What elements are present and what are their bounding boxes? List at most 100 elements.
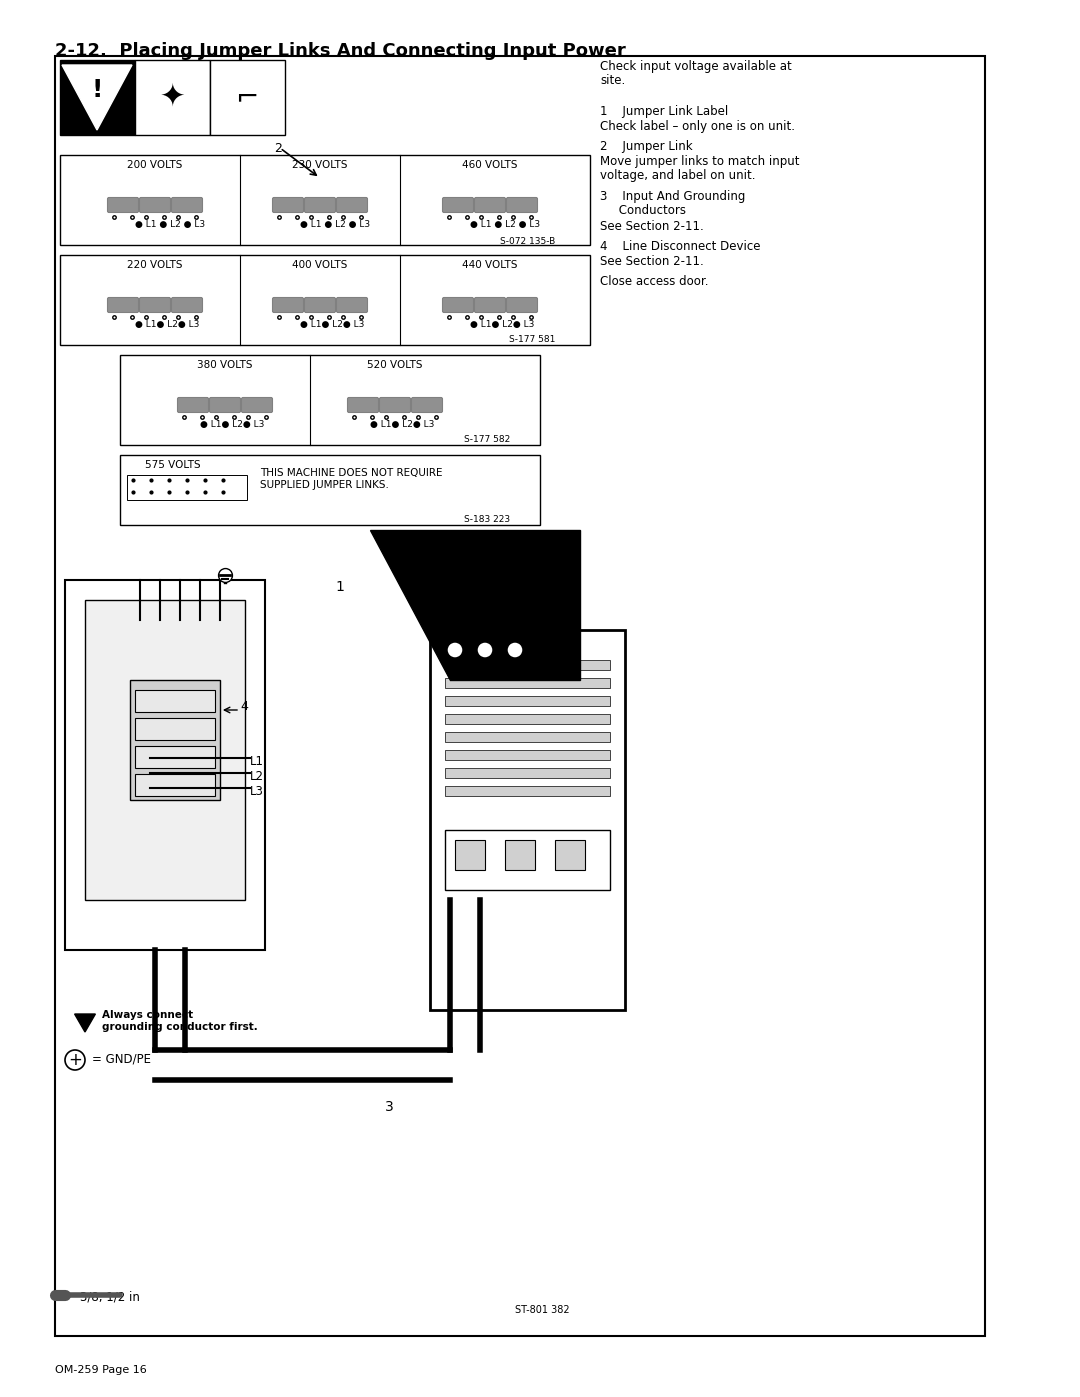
Text: ● L1 ● L2 ● L3: ● L1 ● L2 ● L3 — [135, 219, 205, 229]
Text: 3: 3 — [384, 1099, 394, 1113]
Text: 200 VOLTS: 200 VOLTS — [127, 161, 183, 170]
Text: ● L1● L2● L3: ● L1● L2● L3 — [200, 420, 265, 429]
Text: 1    Jumper Link Label: 1 Jumper Link Label — [600, 105, 728, 117]
FancyBboxPatch shape — [177, 398, 208, 412]
Text: ✦: ✦ — [159, 82, 185, 112]
Bar — [135, 690, 215, 712]
FancyBboxPatch shape — [337, 298, 367, 313]
Bar — [55, 56, 985, 1336]
Text: Move jumper links to match input: Move jumper links to match input — [600, 155, 799, 168]
Text: 3    Input And Grounding: 3 Input And Grounding — [600, 190, 745, 203]
Bar — [127, 475, 247, 500]
Bar — [210, 60, 285, 136]
FancyBboxPatch shape — [507, 197, 538, 212]
FancyBboxPatch shape — [272, 298, 303, 313]
Text: 2: 2 — [274, 142, 282, 155]
FancyBboxPatch shape — [108, 197, 138, 212]
Text: 3/8, 1/2 in: 3/8, 1/2 in — [80, 1289, 140, 1303]
Bar — [120, 355, 540, 446]
FancyBboxPatch shape — [474, 298, 505, 313]
Text: voltage, and label on unit.: voltage, and label on unit. — [600, 169, 756, 182]
Text: 4: 4 — [240, 700, 248, 712]
Text: 220 VOLTS: 220 VOLTS — [127, 260, 183, 270]
Bar — [505, 840, 535, 870]
Bar — [60, 155, 590, 244]
Text: ● L1● L2● L3: ● L1● L2● L3 — [300, 320, 364, 330]
FancyBboxPatch shape — [210, 398, 241, 412]
FancyBboxPatch shape — [305, 197, 336, 212]
FancyBboxPatch shape — [172, 197, 203, 212]
Text: 400 VOLTS: 400 VOLTS — [293, 260, 348, 270]
Bar — [430, 630, 625, 1010]
Circle shape — [447, 643, 463, 658]
Text: ● L1● L2● L3: ● L1● L2● L3 — [470, 320, 535, 330]
Bar — [445, 659, 610, 671]
Text: See Section 2-11.: See Section 2-11. — [600, 256, 704, 268]
FancyBboxPatch shape — [379, 398, 410, 412]
Text: 1: 1 — [336, 580, 345, 594]
Text: Conductors: Conductors — [600, 204, 686, 217]
Bar — [445, 732, 610, 742]
Text: See Section 2-11.: See Section 2-11. — [600, 219, 704, 233]
Text: 230 VOLTS: 230 VOLTS — [293, 161, 348, 170]
Text: ● L1● L2● L3: ● L1● L2● L3 — [135, 320, 200, 330]
FancyBboxPatch shape — [272, 197, 303, 212]
Text: 460 VOLTS: 460 VOLTS — [462, 161, 517, 170]
Bar — [445, 714, 610, 724]
Bar — [60, 256, 590, 345]
Bar — [135, 718, 215, 740]
Bar — [445, 787, 610, 796]
FancyBboxPatch shape — [172, 298, 203, 313]
Text: ● L1 ● L2 ● L3: ● L1 ● L2 ● L3 — [470, 219, 540, 229]
Polygon shape — [62, 66, 132, 130]
Text: S-177 582: S-177 582 — [463, 434, 510, 444]
Text: Close access door.: Close access door. — [600, 275, 708, 288]
Bar — [445, 750, 610, 760]
Text: ● L1● L2● L3: ● L1● L2● L3 — [370, 420, 434, 429]
Text: L1: L1 — [249, 754, 264, 768]
FancyBboxPatch shape — [242, 398, 272, 412]
Text: 440 VOLTS: 440 VOLTS — [462, 260, 517, 270]
Bar — [445, 678, 610, 687]
Text: Check label – only one is on unit.: Check label – only one is on unit. — [600, 120, 795, 133]
Bar — [555, 840, 585, 870]
Bar — [455, 840, 485, 870]
FancyBboxPatch shape — [139, 298, 171, 313]
Text: L2: L2 — [249, 770, 264, 782]
Text: ST-801 382: ST-801 382 — [515, 1305, 570, 1315]
Text: 380 VOLTS: 380 VOLTS — [198, 360, 253, 370]
Text: ● L1 ● L2 ● L3: ● L1 ● L2 ● L3 — [300, 219, 370, 229]
Text: 520 VOLTS: 520 VOLTS — [367, 360, 422, 370]
Text: 575 VOLTS: 575 VOLTS — [145, 460, 201, 469]
Bar — [60, 60, 135, 136]
FancyBboxPatch shape — [108, 298, 138, 313]
Polygon shape — [370, 529, 580, 680]
Text: S-177 581: S-177 581 — [509, 335, 555, 344]
Text: 4    Line Disconnect Device: 4 Line Disconnect Device — [600, 240, 760, 253]
FancyBboxPatch shape — [305, 298, 336, 313]
Text: S-072 135-B: S-072 135-B — [500, 237, 555, 246]
Text: Check input voltage available at: Check input voltage available at — [600, 60, 792, 73]
Bar — [135, 774, 215, 796]
Text: site.: site. — [600, 74, 625, 87]
Bar — [130, 680, 220, 800]
FancyBboxPatch shape — [443, 197, 473, 212]
Bar — [135, 60, 210, 136]
Text: THIS MACHINE DOES NOT REQUIRE
SUPPLIED JUMPER LINKS.: THIS MACHINE DOES NOT REQUIRE SUPPLIED J… — [260, 468, 443, 489]
Bar — [445, 830, 610, 890]
Circle shape — [507, 643, 523, 658]
Bar — [65, 580, 265, 950]
Text: ⌐: ⌐ — [235, 82, 258, 110]
Bar — [445, 696, 610, 705]
Bar — [85, 599, 245, 900]
Text: L3: L3 — [249, 785, 264, 798]
FancyBboxPatch shape — [411, 398, 443, 412]
FancyBboxPatch shape — [139, 197, 171, 212]
Text: S-183 223: S-183 223 — [464, 515, 510, 524]
FancyBboxPatch shape — [474, 197, 505, 212]
Bar — [135, 746, 215, 768]
FancyBboxPatch shape — [443, 298, 473, 313]
FancyBboxPatch shape — [348, 398, 378, 412]
Text: +: + — [68, 1051, 82, 1069]
Circle shape — [65, 1051, 85, 1070]
